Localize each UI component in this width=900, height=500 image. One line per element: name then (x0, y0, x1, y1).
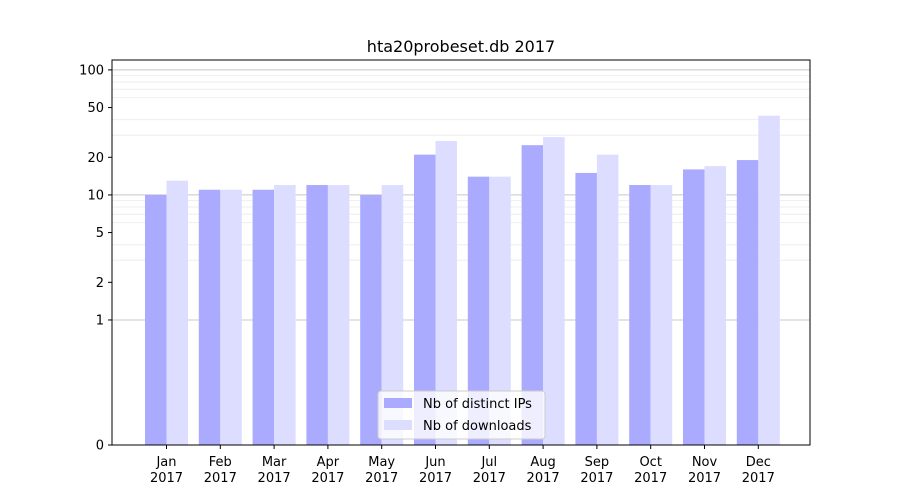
bar-distinct-ips (198, 189, 221, 445)
bar-distinct-ips (521, 145, 544, 445)
bar-downloads (596, 154, 619, 446)
bars (145, 115, 780, 446)
bar-distinct-ips (252, 189, 275, 445)
x-axis: Jan2017Feb2017Mar2017Apr2017May2017Jun20… (150, 445, 775, 486)
bar-downloads (650, 185, 673, 445)
bar-downloads (543, 137, 565, 445)
x-tick-label-year: 2017 (311, 471, 344, 486)
x-tick-label-year: 2017 (419, 471, 452, 486)
bar-downloads (381, 185, 404, 445)
x-tick-label-year: 2017 (580, 471, 613, 486)
x-tick-label-month: Nov (692, 455, 718, 470)
x-tick-label-month: Dec (746, 455, 771, 470)
bar-distinct-ips (736, 160, 759, 445)
bar-downloads (758, 115, 780, 445)
legend-swatch-downloads (384, 420, 412, 430)
x-tick-label-year: 2017 (150, 471, 183, 486)
legend: Nb of distinct IPs Nb of downloads (377, 390, 546, 440)
y-tick-label: 1 (96, 313, 104, 328)
legend-swatch-ips (384, 398, 412, 408)
bar-downloads (166, 180, 188, 445)
bar-distinct-ips (575, 172, 597, 445)
y-tick-label: 5 (96, 226, 104, 241)
x-tick-label-month: Apr (317, 455, 340, 470)
plot-frame (111, 59, 811, 446)
x-tick-label-year: 2017 (204, 471, 237, 486)
x-tick-label-month: Mar (262, 455, 287, 470)
x-tick-label-year: 2017 (473, 471, 506, 486)
y-tick-label: 100 (79, 63, 104, 78)
bar-distinct-ips (629, 185, 651, 445)
x-tick-label-year: 2017 (742, 471, 775, 486)
x-tick-label-year: 2017 (527, 471, 560, 486)
bar-downloads (704, 166, 726, 445)
legend-label-ips: Nb of distinct IPs (423, 397, 532, 412)
bar-downloads (435, 140, 457, 445)
y-tick-label: 0 (96, 439, 104, 454)
y-axis: 0 1 2 5 10 20 50 100 (79, 63, 112, 454)
bar-distinct-ips (360, 194, 382, 445)
chart-title: hta20probeset.db 2017 (367, 37, 555, 56)
bar-distinct-ips (145, 194, 167, 445)
x-tick-label-month: May (368, 455, 395, 470)
bar-downloads (327, 185, 350, 445)
bar-downloads (274, 185, 296, 445)
legend-box (377, 390, 546, 440)
bar-distinct-ips (683, 169, 705, 445)
y-tick-label: 10 (87, 188, 104, 203)
legend-label-downloads: Nb of downloads (423, 419, 532, 434)
x-tick-label-month: Jun (424, 455, 445, 470)
x-tick-label-year: 2017 (365, 471, 398, 486)
bar-downloads (220, 189, 242, 445)
x-tick-label-month: Sep (585, 455, 610, 470)
x-tick-label-month: Oct (639, 455, 661, 470)
bar-downloads (489, 176, 511, 445)
x-tick-label-month: Aug (530, 455, 555, 470)
x-tick-label-year: 2017 (688, 471, 721, 486)
x-tick-label-month: Feb (209, 455, 232, 470)
x-tick-label-month: Jan (155, 455, 176, 470)
x-tick-label-year: 2017 (258, 471, 291, 486)
y-tick-label: 20 (87, 151, 104, 166)
bar-distinct-ips (414, 154, 436, 446)
bar-distinct-ips (306, 185, 328, 445)
y-tick-label: 50 (87, 101, 104, 116)
y-tick-label: 2 (96, 276, 104, 291)
x-tick-label-month: Jul (480, 455, 497, 470)
x-tick-label-year: 2017 (634, 471, 667, 486)
bar-distinct-ips (467, 176, 490, 445)
